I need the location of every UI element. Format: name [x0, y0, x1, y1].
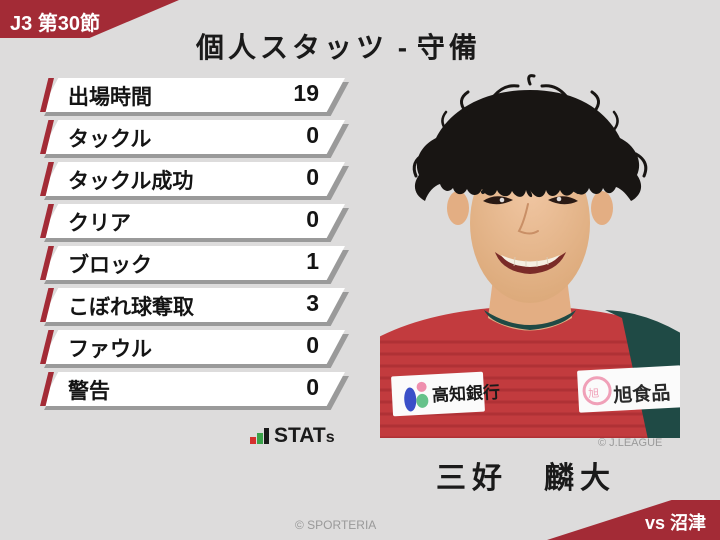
svg-text:高知銀行: 高知銀行	[432, 382, 501, 406]
svg-text:旭食品: 旭食品	[612, 381, 671, 407]
svg-text:旭: 旭	[588, 386, 600, 401]
